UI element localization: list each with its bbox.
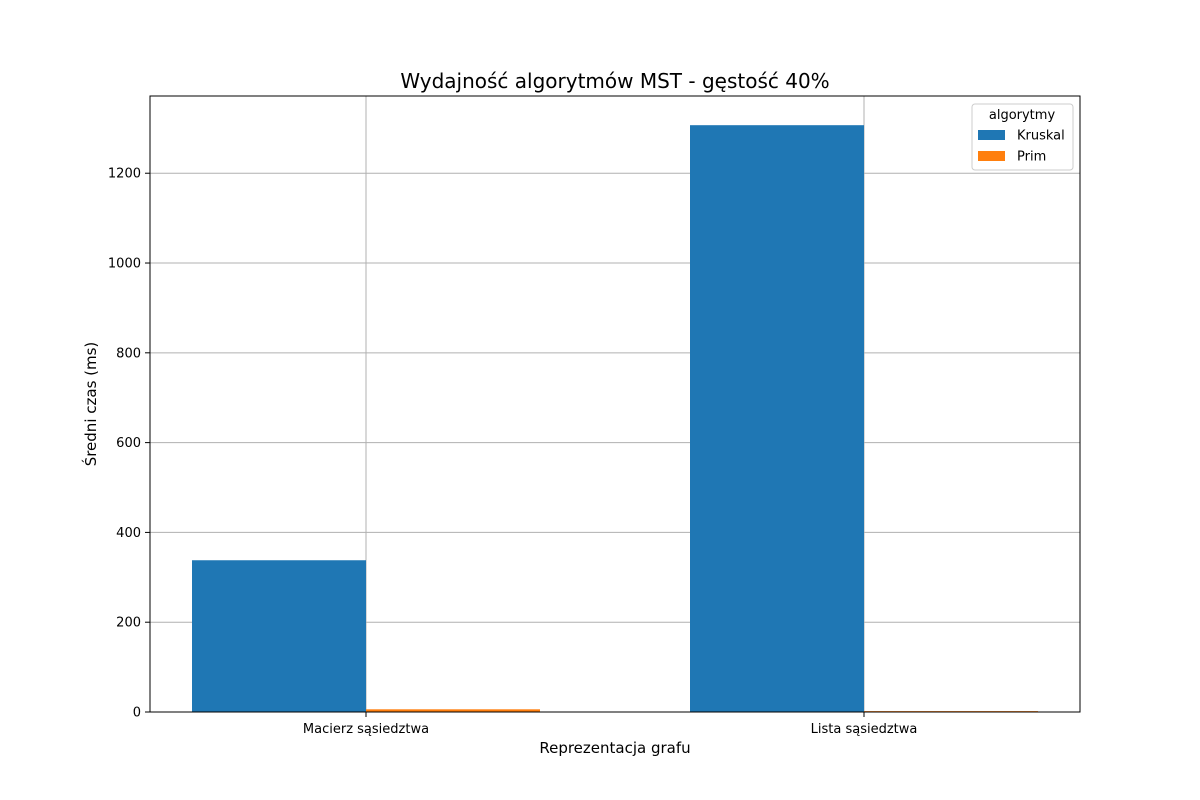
legend-title: algorytmy: [989, 108, 1056, 123]
y-tick-label: 1000: [108, 257, 141, 272]
legend-label-kruskal: Kruskal: [1017, 129, 1065, 144]
plot-frame: [149, 95, 1081, 713]
y-axis-label: Średni czas (ms): [81, 342, 100, 467]
bar-kruskal: [192, 560, 366, 712]
legend-swatch-kruskal: [978, 130, 1005, 140]
legend-swatch-prim: [978, 151, 1005, 161]
bar-prim: [366, 709, 540, 712]
chart-title: Wydajność algorytmów MST - gęstość 40%: [400, 69, 829, 93]
y-tick-label: 800: [116, 346, 141, 361]
x-tick-label: Macierz sąsiedztwa: [303, 722, 429, 737]
y-tick-label: 0: [133, 706, 141, 721]
axis-ticks: 0 200 400 600 800 1000 1200 Macierz sąsiedztwa L…: [108, 167, 917, 737]
x-axis-label: Reprezentacja grafu: [539, 739, 690, 757]
y-tick-label: 400: [116, 526, 141, 541]
legend-entries: Kruskal Prim: [978, 129, 1065, 165]
y-tick-label: 1200: [108, 167, 141, 182]
legend: algorytmy Kruskal Prim: [971, 103, 1074, 171]
y-tick-label: 600: [116, 436, 141, 451]
bar-kruskal: [690, 125, 864, 713]
legend-label-prim: Prim: [1017, 150, 1046, 165]
y-tick-label: 200: [116, 616, 141, 631]
bars: [192, 125, 1038, 713]
x-tick-label: Lista sąsiedztwa: [811, 722, 918, 737]
